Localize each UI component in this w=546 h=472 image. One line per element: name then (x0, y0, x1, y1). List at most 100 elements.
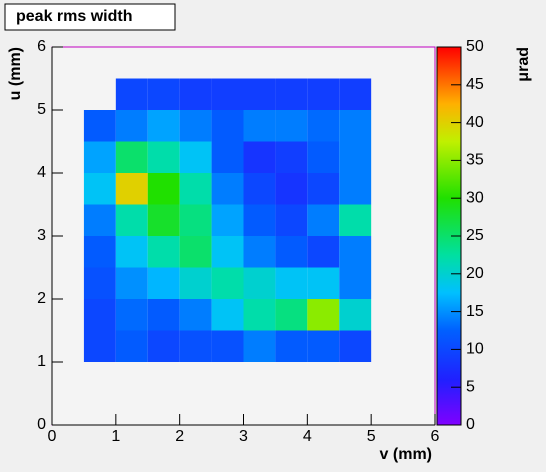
heat-cell (83, 267, 116, 299)
heat-cell (211, 267, 244, 299)
heat-cell (211, 110, 244, 142)
heat-cell (307, 78, 340, 110)
x-axis-title: v (mm) (380, 446, 432, 463)
heat-cell (83, 236, 116, 268)
heat-cell (211, 173, 244, 205)
heat-cell (339, 236, 372, 268)
heat-cell (275, 78, 308, 110)
heat-cell (147, 330, 180, 362)
z-tick-label: 5 (466, 378, 475, 395)
y-tick-label: 6 (37, 38, 46, 55)
heat-cell (147, 236, 180, 268)
x-tick-label: 4 (303, 428, 312, 445)
heat-cell (179, 78, 212, 110)
heat-cell (211, 330, 244, 362)
heat-cell (211, 141, 244, 173)
z-tick-label: 20 (466, 265, 484, 282)
z-tick-label: 45 (466, 76, 484, 93)
heat-cell (339, 299, 372, 331)
heat-cell (115, 330, 148, 362)
heat-cell (307, 299, 340, 331)
heat-cell (83, 141, 116, 173)
heat-cell (83, 204, 116, 236)
heat-cell (147, 204, 180, 236)
heat-cell (339, 330, 372, 362)
y-tick-label: 3 (37, 227, 46, 244)
heat-cell (115, 204, 148, 236)
heat-cell (83, 110, 116, 142)
heat-cell (115, 267, 148, 299)
heat-cell (179, 299, 212, 331)
heat-cell (243, 141, 276, 173)
heat-cell (179, 204, 212, 236)
z-tick-label: 35 (466, 152, 484, 169)
heat-cell (211, 236, 244, 268)
heat-cell (179, 330, 212, 362)
heat-cell (275, 141, 308, 173)
z-tick-label: 10 (466, 341, 484, 358)
heat-cell (211, 204, 244, 236)
x-tick-label: 6 (431, 428, 440, 445)
z-tick-label: 25 (466, 227, 484, 244)
x-tick-label: 3 (239, 428, 248, 445)
z-axis-title: μrad (515, 47, 532, 82)
heat-cell (179, 236, 212, 268)
z-tick-label: 0 (466, 416, 475, 433)
heat-cell (115, 173, 148, 205)
heat-cell (307, 141, 340, 173)
heat-cell (211, 299, 244, 331)
y-tick-label: 5 (37, 101, 46, 118)
heat-cell (243, 110, 276, 142)
heat-cell (275, 330, 308, 362)
z-tick-label: 30 (466, 189, 484, 206)
heat-cell (83, 173, 116, 205)
heat-cell (115, 78, 148, 110)
heat-cell (307, 204, 340, 236)
chart-title: peak rms width (16, 8, 132, 25)
heat-cell (275, 267, 308, 299)
heat-cell (179, 110, 212, 142)
heat-cell (147, 110, 180, 142)
heat-cell (147, 173, 180, 205)
heat-cell (147, 78, 180, 110)
heat-cell (307, 267, 340, 299)
heat-cell (147, 299, 180, 331)
heat-cell (115, 236, 148, 268)
x-tick-label: 5 (367, 428, 376, 445)
heat-cell (83, 330, 116, 362)
heat-cell (243, 173, 276, 205)
heat-cell (339, 173, 372, 205)
heat-cell (307, 330, 340, 362)
z-tick-label: 50 (466, 38, 484, 55)
heat-cell (307, 236, 340, 268)
heat-cell (115, 141, 148, 173)
heat-cell (83, 299, 116, 331)
heat-cell (243, 78, 276, 110)
y-tick-label: 1 (37, 353, 46, 370)
title-box (4, 3, 176, 31)
heat-cell (339, 204, 372, 236)
heat-cell (211, 78, 244, 110)
heat-cell (179, 141, 212, 173)
y-axis-title: u (mm) (7, 47, 24, 100)
heat-cell (339, 141, 372, 173)
heat-cell (179, 267, 212, 299)
x-tick-label: 1 (111, 428, 120, 445)
z-tick-label: 40 (466, 114, 484, 131)
x-tick-label: 0 (48, 428, 57, 445)
heat-cell (275, 299, 308, 331)
heat-cell (243, 267, 276, 299)
heat-cell (243, 236, 276, 268)
heat-cell (243, 330, 276, 362)
z-tick-label: 15 (466, 303, 484, 320)
heat-cell (243, 204, 276, 236)
heat-cell (339, 267, 372, 299)
heat-cell (275, 236, 308, 268)
heat-cell (115, 110, 148, 142)
y-tick-label: 4 (37, 164, 46, 181)
y-tick-label: 0 (37, 416, 46, 433)
heat-cell (115, 299, 148, 331)
heat-cell (179, 173, 212, 205)
heat-cell (339, 78, 372, 110)
x-tick-label: 2 (175, 428, 184, 445)
